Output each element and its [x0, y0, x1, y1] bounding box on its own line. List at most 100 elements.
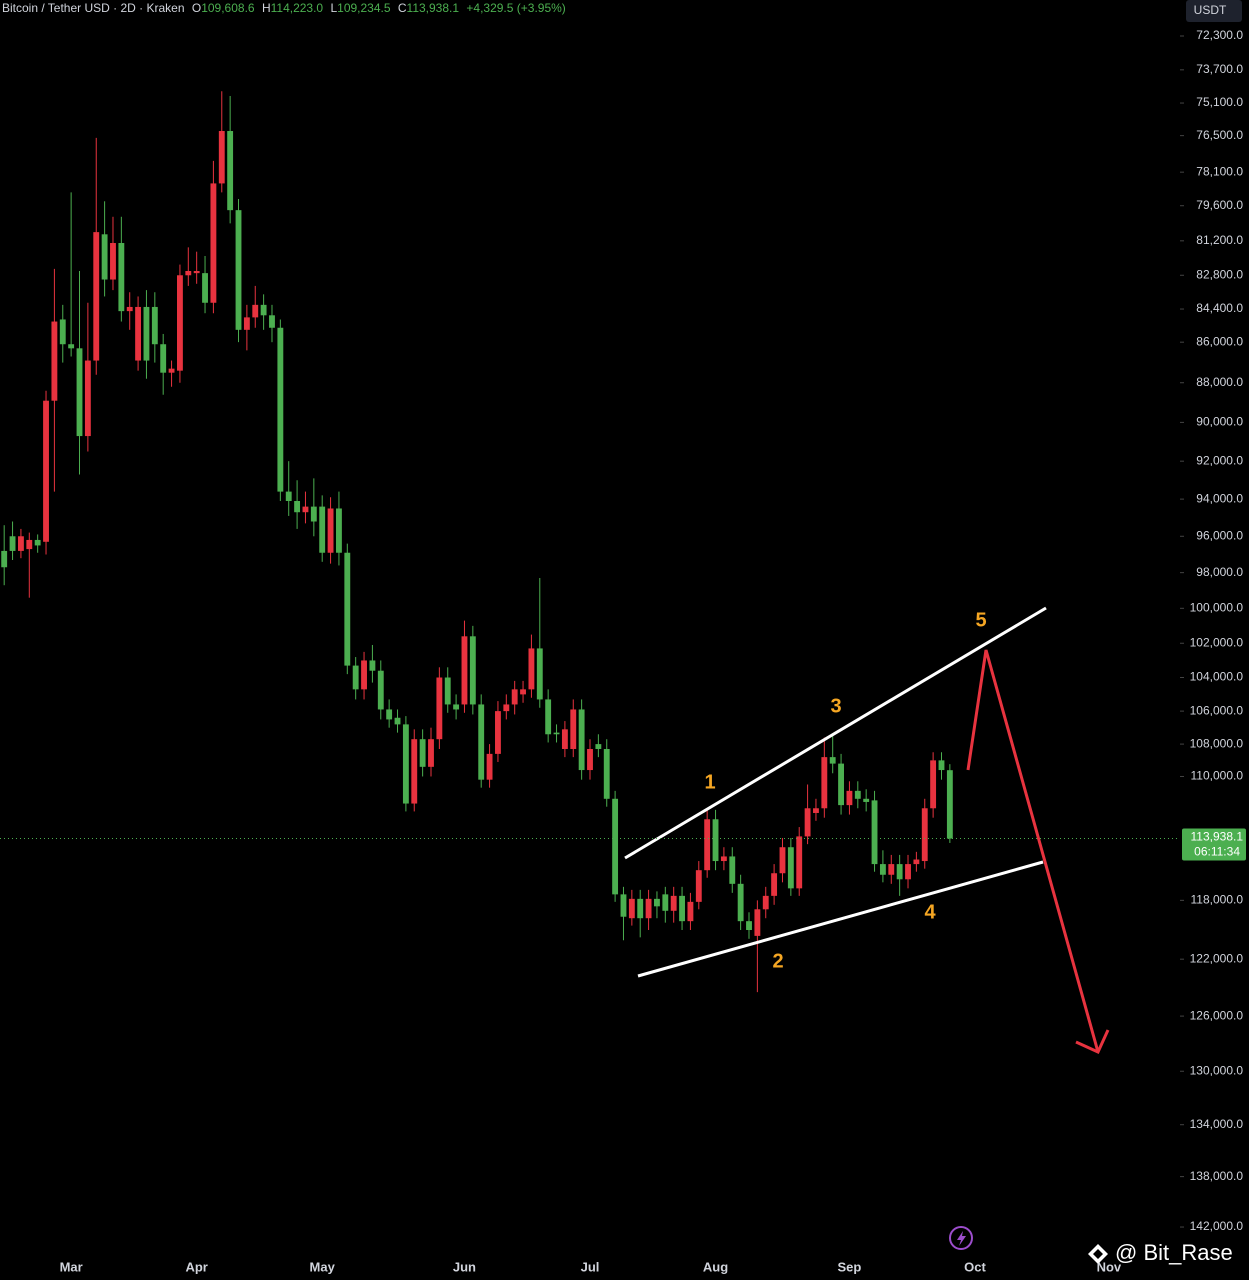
candle-body [93, 232, 100, 361]
ohlc-label: L [330, 1, 337, 15]
candle-body [796, 836, 803, 889]
y-tick-label: 75,100.0 [1196, 95, 1243, 109]
candle-body [227, 131, 234, 211]
candle-body [545, 699, 552, 735]
y-tick-label: 106,000.0 [1190, 703, 1244, 717]
candle-body [344, 552, 351, 666]
candle-body [528, 648, 535, 690]
y-tick-label: 142,000.0 [1190, 1219, 1244, 1233]
wedge-upper [624, 606, 1047, 860]
y-tick-label: 94,000.0 [1196, 491, 1243, 505]
candle-body [612, 798, 619, 895]
change: +4,329.5 (+3.95%) [466, 1, 565, 15]
candle-body [587, 748, 593, 771]
y-tick-label: 92,000.0 [1196, 453, 1243, 467]
price-axis: Mar Apr May Jun Jul Aug Sep Oct Nov 72,300.0 73,70… [0, 28, 1246, 1274]
candle-body [670, 895, 677, 911]
ohlc-value: 109,234.5 [337, 1, 391, 15]
arrow-head [1075, 1029, 1110, 1054]
y-tick-label: 130,000.0 [1190, 1063, 1244, 1077]
candle-body [813, 808, 819, 813]
wave-label: 1 [704, 771, 715, 793]
candle-body [578, 709, 585, 771]
candle-body [277, 327, 284, 492]
candle-body [829, 757, 836, 764]
candle-body [561, 729, 568, 749]
y-tick-label: 86,000.0 [1196, 334, 1243, 348]
y-tick-label: 126,000.0 [1190, 1008, 1244, 1022]
lightning-bolt [957, 1231, 966, 1246]
candle-body [938, 760, 945, 771]
y-tick-label: 104,000.0 [1190, 670, 1244, 684]
candle-body [336, 508, 342, 553]
candle-body [946, 770, 953, 839]
y-tick-label: 100,000.0 [1190, 600, 1244, 614]
candle-body [135, 306, 142, 361]
x-tick-label: Jul [581, 1259, 600, 1274]
wedge-lower [637, 860, 1044, 978]
candle-body [746, 921, 752, 931]
ohlc-value: 114,223.0 [271, 1, 324, 15]
candle-body [863, 798, 870, 802]
candle-body [846, 790, 853, 806]
candle-body [285, 491, 292, 502]
ohlc-value: 113,938.1 [407, 1, 460, 15]
candle-body [603, 748, 610, 799]
last-price-box [1182, 828, 1246, 861]
candle-body [377, 670, 384, 710]
candle-body [143, 306, 150, 361]
candle-body [269, 315, 275, 328]
candle-body [779, 847, 786, 874]
y-tick-label: 108,000.0 [1190, 736, 1244, 750]
x-tick-label: Jun [453, 1259, 476, 1274]
candle-body [59, 319, 66, 345]
y-tick-label: 118,000.0 [1191, 893, 1244, 907]
candle-body [168, 368, 175, 373]
candle-body [26, 539, 33, 550]
candle-body [804, 808, 811, 837]
x-tick-label: Mar [60, 1259, 83, 1274]
candle-body [419, 739, 426, 767]
candle-body [361, 660, 367, 690]
currency-box[interactable] [1186, 0, 1242, 22]
candle-body [720, 856, 727, 862]
lightning-icon[interactable] [949, 1226, 973, 1250]
candle-body [428, 739, 434, 767]
candle-body [411, 739, 418, 804]
y-tick-label: 73,700.0 [1196, 62, 1243, 76]
candle-body [662, 894, 669, 911]
candle-body [536, 648, 543, 700]
y-tick-label: 76,500.0 [1196, 128, 1243, 142]
x-tick-label: Nov [1097, 1259, 1122, 1274]
candle-body [888, 864, 895, 875]
y-tick-label: 81,200.0 [1196, 233, 1243, 247]
candle-body [503, 704, 510, 712]
candle-body [51, 321, 58, 401]
x-tick-label: Sep [838, 1259, 862, 1274]
candle-body [771, 873, 778, 896]
candle-body [202, 273, 208, 303]
candle-body [310, 506, 317, 522]
y-tick-label: 88,000.0 [1196, 375, 1243, 389]
last-price-label: 113,938.1 [1191, 830, 1244, 844]
y-tick-label: 79,600.0 [1196, 198, 1243, 212]
candle-body [402, 724, 409, 804]
candle-body [679, 895, 685, 922]
candle-body [520, 689, 526, 695]
candle-body [905, 864, 911, 880]
y-tick-label: 96,000.0 [1196, 528, 1243, 542]
symbol: Bitcoin / Tether USD · 2D · Kraken [2, 1, 185, 15]
candle-body [160, 344, 167, 373]
candle-body [913, 859, 920, 865]
candle-body [436, 677, 443, 740]
wave-label: 3 [830, 695, 841, 717]
currency[interactable]: USDT [1194, 3, 1227, 17]
candle-body [511, 689, 518, 705]
candle-body [252, 304, 259, 318]
candle-body [177, 275, 183, 371]
x-tick-label: Apr [185, 1259, 207, 1274]
candle-body [930, 760, 937, 809]
y-tick-label: 110,000.0 [1191, 769, 1244, 783]
candle-body [896, 864, 903, 880]
